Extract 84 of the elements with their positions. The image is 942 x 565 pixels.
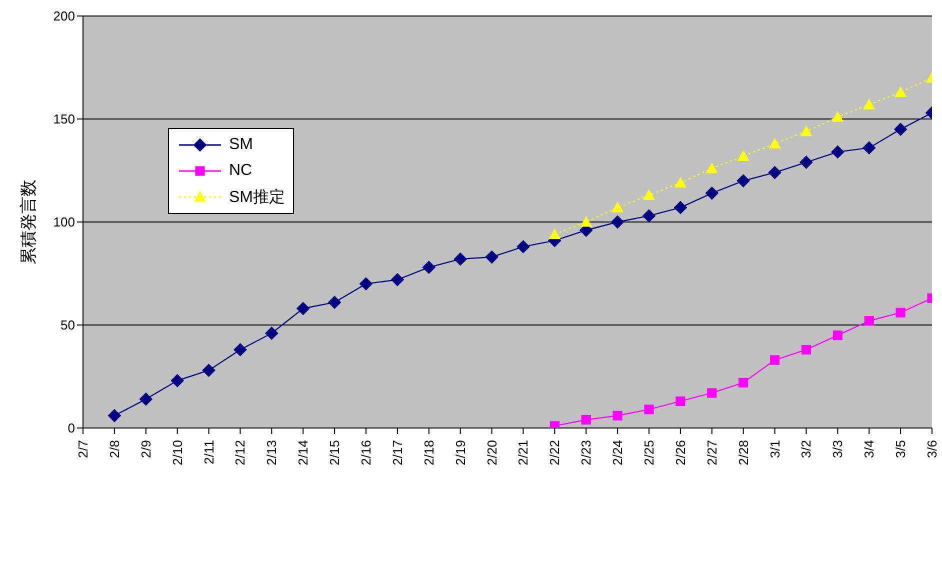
point [644,404,654,414]
y-tick-label: 100 [53,214,75,230]
point [894,122,908,136]
point [390,273,404,286]
point [485,250,498,264]
point [738,378,748,388]
point [265,326,278,340]
x-tick-label: 2/23 [578,440,594,466]
legend-label: SM推定 [229,188,285,208]
point [454,252,467,266]
x-tick-label: 2/7 [76,440,90,458]
point [832,330,842,340]
x-tick-label: 2/22 [547,440,562,466]
x-tick-label: 2/20 [484,440,500,466]
point [581,414,591,425]
point [863,98,876,110]
point [642,209,656,222]
point [202,364,216,377]
point [611,216,624,228]
x-tick-label: 2/10 [170,440,185,466]
x-tick-label: 2/12 [232,440,248,466]
point [170,374,184,388]
point [894,86,907,98]
x-tick-label: 3/5 [893,440,908,458]
point [706,162,718,174]
y-tick-label: 50 [60,318,75,333]
point [864,316,874,326]
point [612,410,622,420]
point [676,396,686,406]
point [896,308,906,318]
x-tick-label: 3/1 [767,440,782,458]
x-tick-label: 2/19 [452,440,468,466]
point [768,166,782,180]
y-tick-label: 150 [53,112,75,127]
point [800,125,812,136]
point [768,138,781,149]
point [674,201,687,214]
point [612,202,624,212]
legend-label: NC [229,162,252,180]
point [862,141,876,154]
y-tick-label: 0 [68,420,75,436]
x-tick-label: 2/24 [610,440,626,466]
x-tick-label: 2/27 [704,440,720,466]
x-tick-label: 2/21 [516,440,531,466]
y-axis-title: 累積発言数 [19,180,38,264]
point [770,355,780,365]
x-tick-label: 2/17 [390,440,405,466]
point [707,388,717,398]
point [108,409,121,422]
point [800,156,813,169]
point [580,216,592,227]
point [422,260,436,274]
x-tick-label: 2/18 [421,440,436,466]
x-tick-label: 2/26 [672,440,688,466]
point [234,343,247,356]
x-tick-label: 3/3 [830,440,846,458]
point [831,145,844,158]
x-tick-label: 2/25 [642,440,656,466]
point [705,186,718,200]
x-tick-label: 2/11 [201,440,216,464]
x-tick-label: 3/2 [798,440,814,458]
x-tick-label: 2/13 [264,440,280,466]
point [674,176,686,188]
point [516,240,530,254]
point [548,228,561,240]
point [643,189,655,200]
point [736,174,750,188]
x-tick-label: 3/6 [924,440,940,458]
point [737,150,750,161]
point [832,110,844,122]
x-tick-label: 2/8 [106,440,122,458]
point [801,344,812,355]
point [139,392,152,406]
x-tick-label: 2/15 [327,440,342,466]
point [360,277,372,290]
legend-label: SM [229,136,253,154]
point [296,302,310,316]
x-tick-label: 2/14 [296,440,311,466]
y-tick-label: 200 [53,8,75,24]
x-tick-label: 2/28 [736,440,751,466]
x-tick-label: 2/16 [358,440,374,466]
x-tick-label: 2/9 [138,440,154,458]
point [328,296,342,309]
x-tick-label: 3/4 [862,440,877,458]
